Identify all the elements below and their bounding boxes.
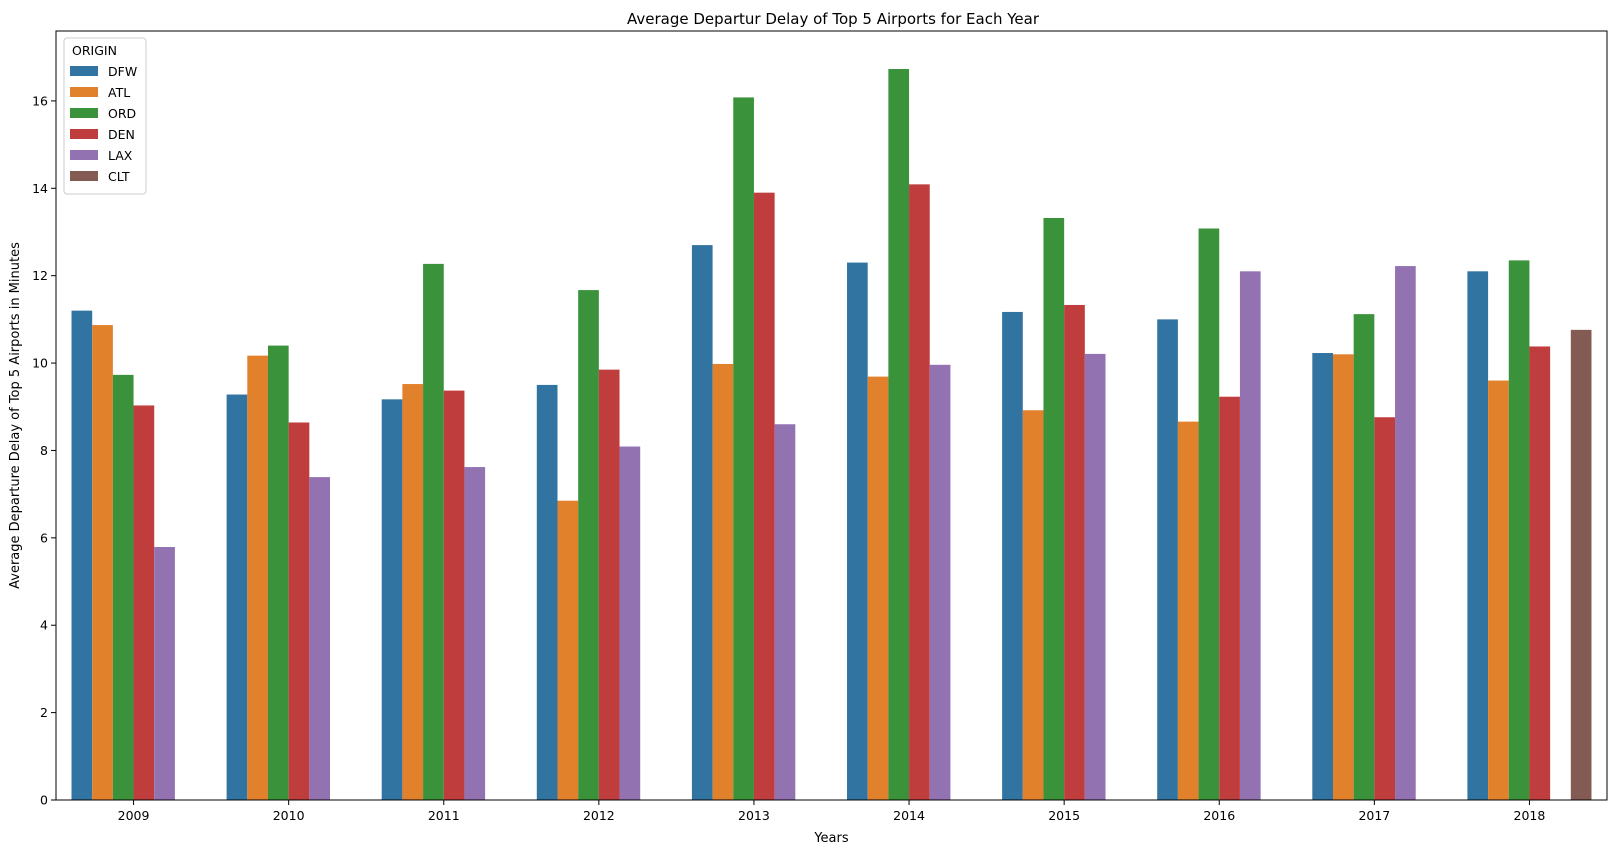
x-tick-label: 2016 [1203,808,1235,823]
bar-den-2016 [1219,396,1240,800]
x-tick-label: 2017 [1358,808,1390,823]
bar-dfw-2011 [381,399,403,800]
y-tick-label: 4 [40,618,48,633]
bar-atl-2012 [557,500,579,800]
bar-ord-2018 [1508,260,1530,801]
y-tick-label: 6 [40,530,48,545]
bar-den-2015 [1064,304,1085,800]
bar-ord-2016 [1198,228,1220,801]
bar-ord-2010 [267,345,289,800]
x-tick-label: 2011 [428,808,460,823]
bar-lax-2009 [154,547,175,800]
bar-den-2014 [909,184,930,801]
x-tick-label: 2014 [893,808,925,823]
y-tick-label: 10 [32,356,48,371]
bar-dfw-2012 [536,384,558,800]
bar-dfw-2016 [1157,319,1178,800]
legend-swatch-ord [70,108,98,118]
bar-atl-2009 [92,325,113,800]
legend-title: ORIGIN [72,43,117,58]
bar-dfw-2009 [71,310,93,800]
bar-lax-2011 [464,467,486,800]
bar-dfw-2013 [691,245,713,801]
bar-den-2010 [288,422,310,800]
legend: ORIGIN DFW ATL ORD DEN LAX CLT [63,37,147,195]
bar-atl-2013 [712,363,734,800]
x-axis: 2009 2010 2011 2012 2013 2014 2015 2016 2017 2018 [118,800,1546,823]
bar-lax-2012 [619,446,641,800]
bar-den-2017 [1374,417,1396,800]
x-axis-label: Years [813,831,849,846]
bar-clt-2018 [1570,329,1592,800]
bar-ord-2009 [112,374,134,800]
y-tick-label: 16 [32,93,48,108]
x-tick-label: 2009 [118,808,150,823]
bar-ord-2017 [1353,314,1375,800]
bar-atl-2015 [1022,410,1044,800]
bar-den-2011 [443,390,465,800]
bar-lax-2015 [1084,353,1106,800]
x-tick-label: 2012 [583,808,615,823]
bar-lax-2010 [309,477,331,800]
y-axis: 0 2 4 6 8 10 12 14 16 [32,93,56,808]
bar-dfw-2014 [847,262,868,800]
bar-ord-2012 [578,290,599,800]
bar-atl-2014 [867,376,889,800]
y-tick-label: 2 [40,705,48,720]
bar-atl-2017 [1332,354,1354,800]
chart-title: Average Departur Delay of Top 5 Airports… [627,10,1040,28]
bar-den-2013 [753,192,775,800]
y-tick-label: 14 [32,181,48,196]
legend-swatch-dfw [70,66,98,76]
legend-swatch-clt [70,171,98,181]
x-tick-label: 2018 [1514,808,1546,823]
bar-den-2018 [1529,346,1551,800]
bar-ord-2015 [1043,218,1065,800]
bar-dfw-2015 [1002,311,1023,800]
bar-lax-2014 [929,364,951,800]
y-tick-label: 12 [32,268,48,283]
legend-label-atl: ATL [108,85,130,100]
legend-swatch-atl [70,87,98,97]
x-tick-label: 2010 [273,808,305,823]
bar-den-2012 [598,369,620,800]
bar-atl-2010 [247,355,268,800]
legend-label-lax: LAX [108,148,133,163]
bar-ord-2013 [733,97,754,800]
bar-dfw-2018 [1467,271,1489,800]
legend-label-ord: ORD [108,106,136,121]
bar-dfw-2017 [1312,353,1333,800]
bar-atl-2018 [1488,380,1509,800]
bar-lax-2017 [1395,266,1416,800]
y-axis-label: Average Departure Delay of Top 5 Airport… [8,242,23,589]
x-tick-label: 2013 [738,808,770,823]
bar-den-2009 [133,405,155,800]
legend-label-clt: CLT [108,169,130,184]
legend-label-dfw: DFW [108,64,137,79]
bar-dfw-2010 [226,394,248,800]
y-tick-label: 8 [40,443,48,458]
bar-ord-2011 [423,263,444,801]
bars-layer [71,69,1592,801]
legend-swatch-lax [70,150,98,160]
bar-ord-2014 [888,69,910,801]
y-tick-label: 0 [40,793,48,808]
bar-atl-2016 [1177,421,1199,800]
legend-label-den: DEN [108,127,135,142]
legend-swatch-den [70,129,98,139]
bar-atl-2011 [402,384,424,800]
bar-lax-2013 [774,424,796,800]
x-tick-label: 2015 [1048,808,1080,823]
plot-frame [55,30,1608,801]
bar-lax-2016 [1239,271,1261,800]
